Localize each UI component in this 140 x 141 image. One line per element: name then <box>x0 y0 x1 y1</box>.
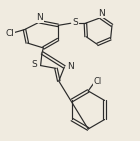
Text: N: N <box>37 13 43 22</box>
Text: S: S <box>72 18 78 27</box>
Text: Cl: Cl <box>5 29 14 38</box>
Text: Cl: Cl <box>93 77 101 86</box>
Text: N: N <box>98 9 105 18</box>
Text: N: N <box>67 62 74 71</box>
Text: S: S <box>31 60 37 69</box>
